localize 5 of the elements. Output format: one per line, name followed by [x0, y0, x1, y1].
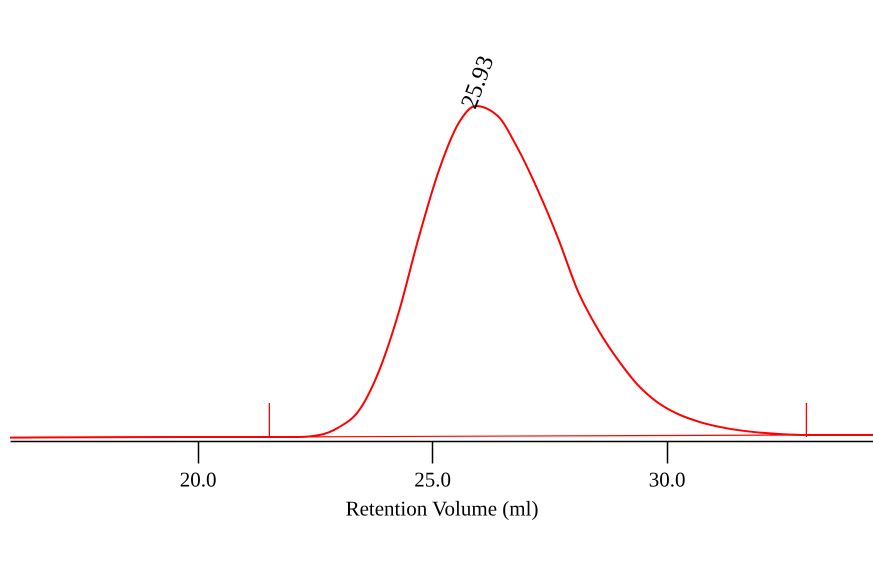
x-axis-title: Retention Volume (ml) [346, 496, 538, 520]
x-tick-label: 30.0 [648, 468, 686, 492]
x-tick-label: 25.0 [414, 468, 451, 492]
annotation: 25.93 [456, 52, 500, 112]
x-tick-label: 20.0 [180, 468, 216, 492]
